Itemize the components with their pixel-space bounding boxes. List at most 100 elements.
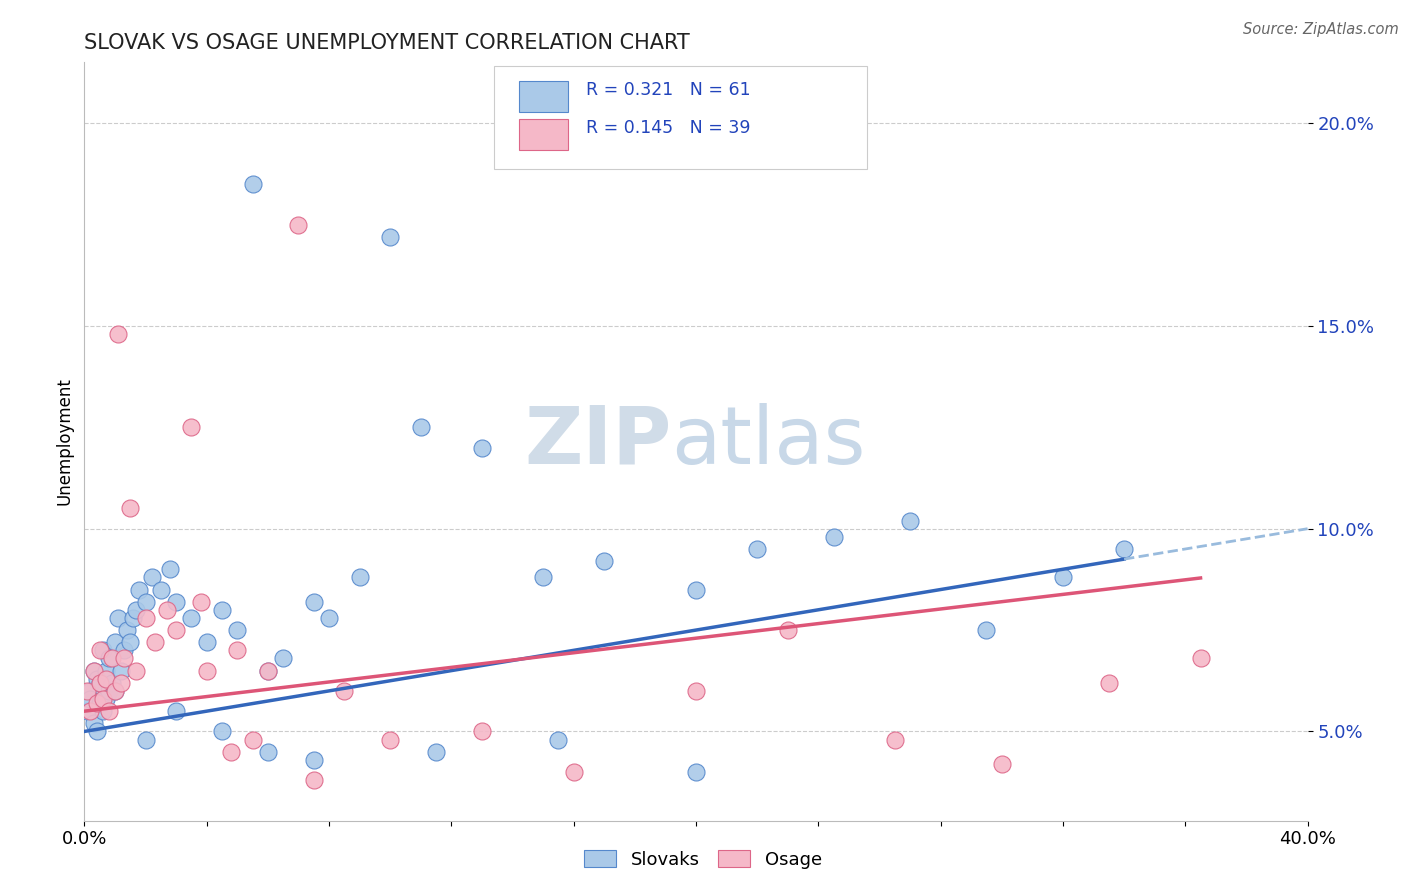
Point [1098, 675, 1121, 690]
Point [112, 651, 135, 665]
Point [242, 732, 264, 747]
Point [302, 753, 325, 767]
Point [1189, 651, 1212, 665]
Point [91, 692, 114, 706]
Point [83, 664, 105, 678]
Point [122, 611, 145, 625]
Point [1114, 541, 1136, 556]
Point [991, 756, 1014, 771]
Point [823, 530, 845, 544]
Point [471, 441, 494, 455]
Point [110, 664, 132, 678]
Point [89, 643, 111, 657]
FancyBboxPatch shape [519, 81, 568, 112]
Point [104, 635, 127, 649]
Point [471, 724, 494, 739]
Point [101, 675, 124, 690]
Point [685, 684, 707, 698]
Point [120, 635, 142, 649]
Point [165, 623, 187, 637]
Point [685, 764, 707, 779]
Point [97, 704, 120, 718]
Point [76, 684, 98, 698]
Point [149, 582, 172, 597]
Point [86, 724, 108, 739]
Point [425, 745, 447, 759]
Point [226, 623, 249, 637]
Point [104, 684, 127, 698]
Point [128, 582, 150, 597]
Point [89, 675, 111, 690]
Text: Source: ZipAtlas.com: Source: ZipAtlas.com [1243, 22, 1399, 37]
Point [125, 664, 148, 678]
Point [302, 773, 325, 788]
Point [143, 635, 166, 649]
Point [83, 664, 105, 678]
Point [125, 603, 148, 617]
Point [976, 623, 998, 637]
Point [107, 327, 129, 342]
Point [94, 672, 117, 686]
Point [159, 562, 181, 576]
Point [883, 732, 905, 747]
Point [135, 595, 157, 609]
Text: R = 0.145   N = 39: R = 0.145 N = 39 [586, 120, 751, 137]
Point [165, 595, 187, 609]
Point [409, 420, 432, 434]
Point [112, 643, 135, 657]
FancyBboxPatch shape [494, 66, 868, 169]
Point [97, 684, 120, 698]
Point [94, 692, 117, 706]
Point [91, 704, 114, 718]
Point [107, 611, 129, 625]
Point [333, 684, 356, 698]
Point [257, 664, 280, 678]
Point [380, 732, 402, 747]
Point [180, 611, 202, 625]
Point [79, 684, 101, 698]
Point [101, 651, 124, 665]
Point [211, 603, 233, 617]
Text: R = 0.321   N = 61: R = 0.321 N = 61 [586, 81, 751, 100]
Point [776, 623, 799, 637]
Point [91, 643, 114, 657]
Point [141, 570, 163, 584]
Point [257, 664, 280, 678]
Point [257, 745, 280, 759]
Point [97, 651, 120, 665]
Text: SLOVAK VS OSAGE UNEMPLOYMENT CORRELATION CHART: SLOVAK VS OSAGE UNEMPLOYMENT CORRELATION… [84, 32, 690, 53]
Point [547, 732, 569, 747]
Y-axis label: Unemployment: Unemployment [55, 377, 73, 506]
Point [110, 675, 132, 690]
Point [747, 541, 769, 556]
Point [190, 595, 212, 609]
Point [1052, 570, 1074, 584]
Point [562, 764, 585, 779]
Point [898, 514, 921, 528]
Point [195, 635, 218, 649]
Point [89, 696, 111, 710]
Point [195, 664, 218, 678]
Point [318, 611, 340, 625]
Point [104, 684, 127, 698]
FancyBboxPatch shape [519, 120, 568, 150]
Point [83, 716, 105, 731]
Point [226, 643, 249, 657]
Point [165, 704, 187, 718]
Point [271, 651, 294, 665]
Point [115, 623, 138, 637]
Point [135, 611, 157, 625]
Point [94, 664, 117, 678]
Point [135, 732, 157, 747]
Point [242, 177, 264, 191]
Point [156, 603, 179, 617]
Point [349, 570, 371, 584]
Point [79, 692, 101, 706]
Point [531, 570, 554, 584]
Point [86, 672, 108, 686]
Point [380, 229, 402, 244]
Point [120, 501, 142, 516]
Point [89, 675, 111, 690]
Point [593, 554, 616, 568]
Point [302, 595, 325, 609]
